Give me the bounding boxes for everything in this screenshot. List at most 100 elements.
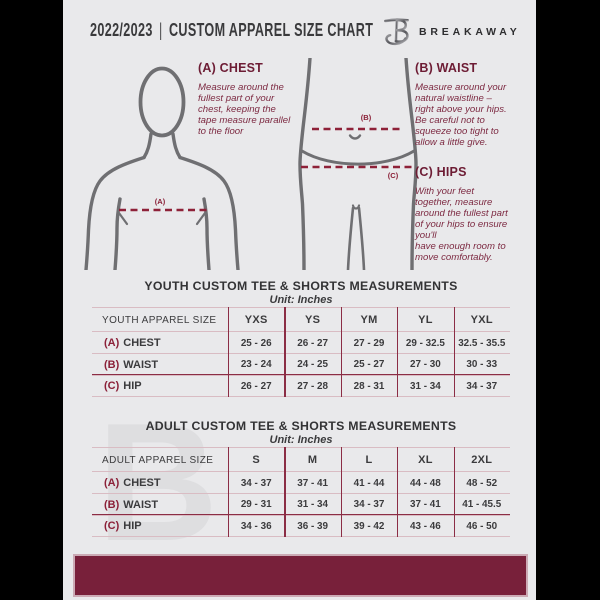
size-value: 48 - 52 [466,477,498,489]
table-divider [92,470,510,472]
measure-name: CHEST [123,477,161,489]
size-value: 27 - 28 [297,380,328,392]
size-value: 31 - 34 [297,499,328,511]
breakaway-b-logo-icon [384,18,409,46]
size-value: 44 - 48 [410,477,441,489]
table-divider [228,306,230,397]
measure-row-label: (C) HIP [92,376,228,398]
size-header-yl: YL [418,314,433,326]
measure-row-label: (B) WAIST [92,354,228,376]
size-value: 34 - 36 [240,520,272,532]
marker-c-label: (C) [387,171,399,180]
size-header-xl: XL [418,454,433,466]
adult-size-table: ADULT APPAREL SIZE S M L XL 2XL (A) CHEST 34 - 3… [92,448,510,537]
table-divider [92,395,510,397]
measure-prefix: (B) [104,498,120,511]
size-value: 26 - 27 [240,380,272,392]
waist-heading: (B) WAIST [415,61,478,75]
table-divider [228,446,230,537]
size-value: 31 - 34 [410,380,441,392]
size-header-2xl: 2XL [471,454,493,466]
marker-b-label: (B) [360,113,372,122]
waist-description: Measure around your natural waistline – … [415,82,507,148]
size-value: 28 - 31 [353,380,385,392]
size-value: 46 - 50 [466,520,498,532]
size-header-ym: YM [360,314,378,326]
size-value: 27 - 29 [353,337,385,349]
table-divider [340,306,343,397]
marker-a-label: (A) [154,197,166,206]
size-value: 41 - 45.5 [462,499,502,511]
size-value: 24 - 25 [297,359,328,371]
size-value: 41 - 44 [353,477,385,489]
size-value: 36 - 39 [297,520,328,532]
measure-row-label: (B) WAIST [92,494,228,516]
size-chart-page: 2022/2023 | CUSTOM APPAREL SIZE CHART BREA… [63,0,536,600]
table-divider [397,306,399,397]
footer-bar [73,554,528,597]
youth-table-unit: Unit: Inches [269,294,333,306]
head-outline [138,66,186,138]
table-divider [453,306,455,397]
measure-prefix: (C) [104,520,120,533]
table-divider [284,306,286,397]
measure-name: HIP [123,520,142,533]
table-divider [92,374,510,376]
size-header-yxl: YXL [470,314,493,326]
table-divider [453,446,455,537]
table-divider [92,330,510,332]
brand-name: BREAKAWAY [419,26,521,38]
size-value: 39 - 42 [353,520,385,532]
size-value: 34 - 37 [466,380,498,392]
size-value: 25 - 27 [353,359,385,371]
page-title: 2022/2023 | CUSTOM APPAREL SIZE CHART [90,20,373,41]
measure-name: WAIST [123,498,159,511]
size-header-s: S [252,454,261,466]
size-value: 23 - 24 [240,359,272,371]
measure-name: CHEST [123,337,161,349]
measure-row-label: (A) CHEST [92,332,228,354]
measure-prefix: (A) [104,477,120,489]
size-value: 27 - 30 [410,359,441,371]
table-divider [92,514,510,516]
table-divider [397,446,399,537]
size-header-m: M [307,454,318,466]
chest-heading: (A) CHEST [198,61,263,75]
table-divider [92,446,510,448]
youth-table-title: YOUTH CUSTOM TEE & SHORTS MEASUREMENTS [144,279,458,293]
size-value: 32.5 - 35.5 [458,337,506,349]
hips-description: With your feet together, measure around … [415,186,508,263]
adult-size-column-header: ADULT APPAREL SIZE [102,454,214,466]
table-divider [92,492,510,494]
size-value: 29 - 32.5 [405,337,445,349]
size-value: 34 - 37 [353,499,385,511]
measure-name: WAIST [123,358,159,371]
title-year: 2022/2023 [90,20,153,40]
size-value: 37 - 41 [410,499,441,511]
table-divider [92,306,510,308]
measure-prefix: (B) [104,358,120,371]
table-divider [340,446,343,537]
body-diagrams [84,58,418,270]
title-divider: | [159,20,163,40]
hips-heading: (C) HIPS [415,165,467,179]
measure-prefix: (C) [104,380,120,393]
size-value: 30 - 33 [466,359,498,371]
size-value: 37 - 41 [297,477,328,489]
measure-name: HIP [123,380,142,393]
table-divider [92,535,510,537]
youth-size-column-header: YOUTH APPAREL SIZE [102,314,217,326]
youth-size-table: YOUTH APPAREL SIZE YXS YS YM YL YXL (A) CHEST 25… [92,308,510,397]
table-divider [92,352,510,354]
measure-row-label: (A) CHEST [92,472,228,494]
size-header-l: L [365,454,373,466]
measure-prefix: (A) [104,337,120,349]
size-value: 43 - 46 [410,520,441,532]
size-value: 26 - 27 [297,337,328,349]
measurement-guide: (A) (B) (C) (A) CHEST Measure around the… [63,58,536,270]
adult-table-title: ADULT CUSTOM TEE & SHORTS MEASUREMENTS [145,419,457,433]
measure-row-label: (C) HIP [92,516,228,538]
size-header-yxs: YXS [244,314,268,326]
size-value: 34 - 37 [240,477,272,489]
